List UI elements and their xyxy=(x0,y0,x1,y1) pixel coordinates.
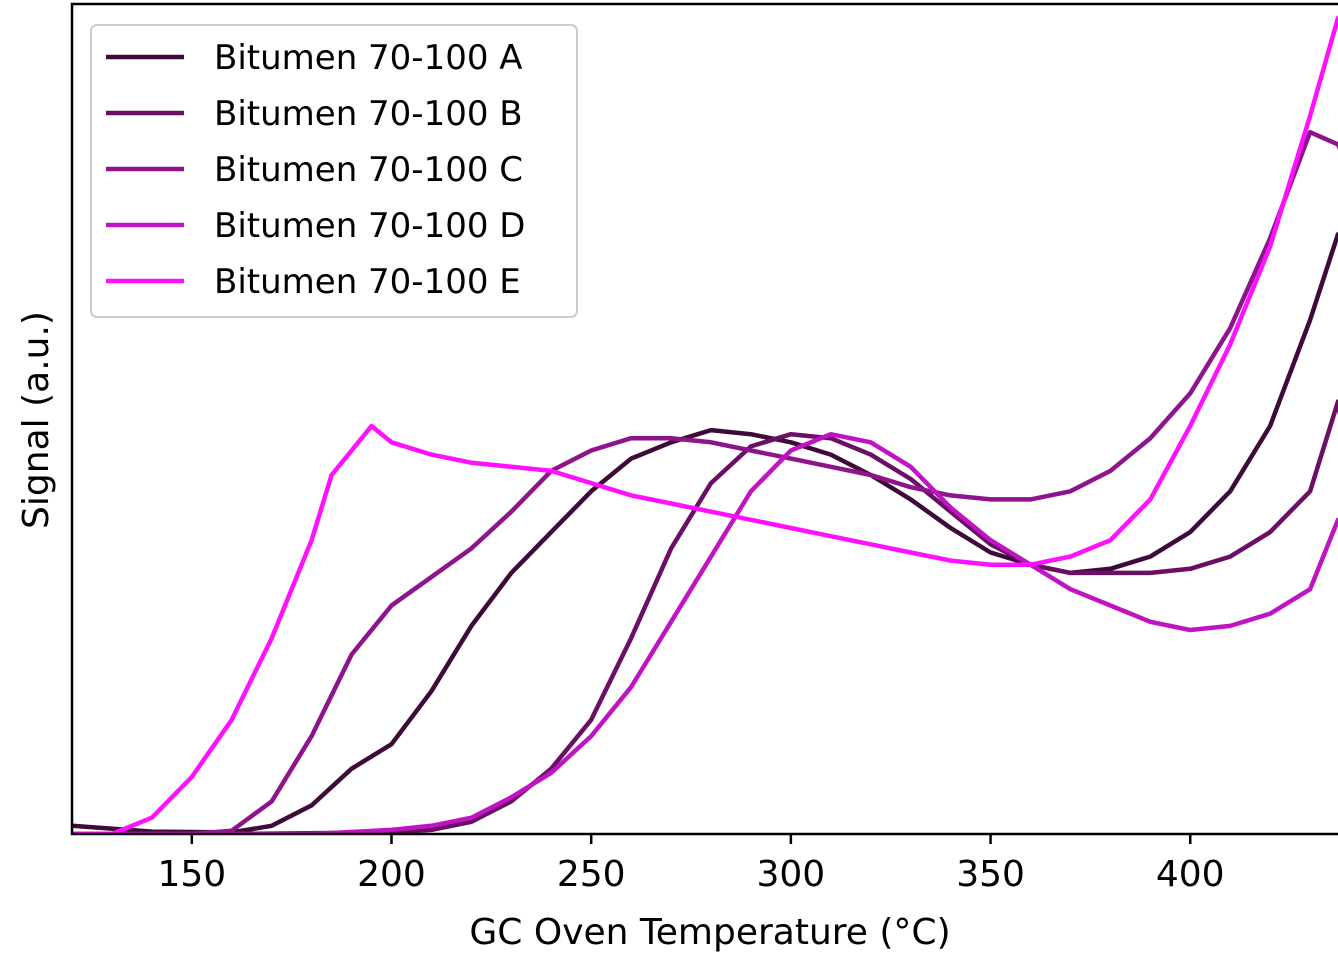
x-tick-label-300: 300 xyxy=(757,854,826,895)
legend-label-a: Bitumen 70-100 A xyxy=(214,38,523,78)
plot-frame xyxy=(70,2,1338,836)
x-tick-label-400: 400 xyxy=(1156,854,1225,895)
series-line-b xyxy=(72,399,1338,834)
y-axis-title: Signal (a.u.) xyxy=(16,311,57,529)
series-line-c xyxy=(72,129,1338,834)
x-tick-label-150: 150 xyxy=(157,854,226,895)
series-line-e xyxy=(72,15,1338,834)
series-line-a xyxy=(72,231,1338,834)
legend-label-d: Bitumen 70-100 D xyxy=(214,206,525,246)
legend-label-c: Bitumen 70-100 C xyxy=(214,150,523,190)
x-tick-label-350: 350 xyxy=(956,854,1025,895)
axes-layer: 150 200 250 300 350 400 xyxy=(70,2,1338,895)
x-tick-label-200: 200 xyxy=(357,854,426,895)
series-layer xyxy=(72,15,1338,834)
legend: Bitumen 70-100 A Bitumen 70-100 B Bitumen … xyxy=(90,24,578,318)
legend-label-e: Bitumen 70-100 E xyxy=(214,262,521,302)
series-line-d xyxy=(72,431,1338,834)
legend-frame xyxy=(90,24,578,318)
legend-label-b: Bitumen 70-100 B xyxy=(214,94,523,134)
x-axis-title: GC Oven Temperature (°C) xyxy=(469,912,950,953)
x-tick-label-250: 250 xyxy=(557,854,626,895)
